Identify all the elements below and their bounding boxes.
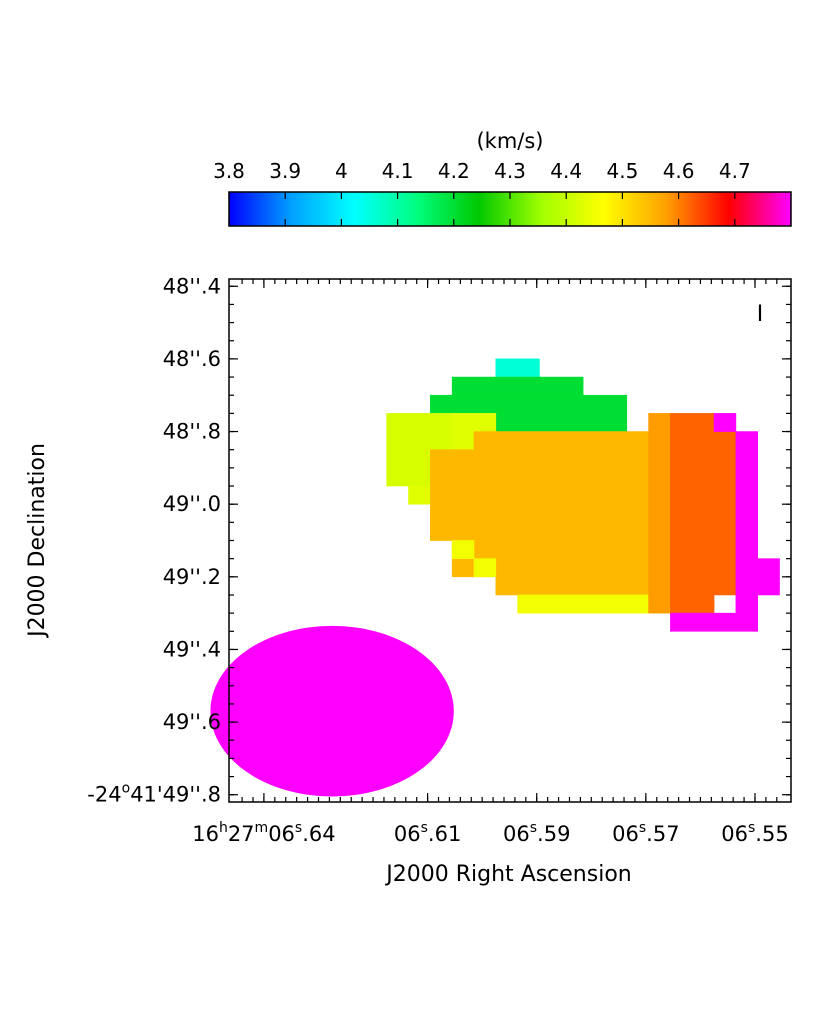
colorbar-tick-label: 3.9 [269,159,301,183]
colorbar-tick-label: 4.6 [663,159,695,183]
velocity-pixel [430,449,671,541]
colorbar-tick-label: 4 [335,159,348,183]
velocity-pixel [517,594,671,614]
velocity-pixel [713,413,737,432]
colorbar-tick-label: 4.3 [494,159,526,183]
velocity-pixel [473,431,649,451]
y-tick-label: 49''.2 [163,565,221,589]
velocity-pixel [735,558,780,596]
x-tick-label: 06s.55 [721,820,788,846]
y-tick-label: 48''.6 [163,347,221,371]
x-tick-label: 06s.61 [394,820,461,846]
velocity-pixel [735,594,759,614]
velocity-pixel [713,431,737,596]
colorbar-tick-label: 4.2 [438,159,470,183]
velocity-pixel [451,540,475,559]
y-tick-label: 49''.4 [163,637,221,661]
x-tick-label: 16h27m06s.64 [192,820,335,846]
y-tick-label: 49''.6 [163,710,221,734]
colorbar-tick-label: 4.5 [606,159,638,183]
y-tick-labels: 48''.4 48''.6 48''.8 49''.0 49''.2 49''.4 49''… [87,274,221,806]
x-tick-label: 06s.59 [503,820,570,846]
colorbar-tick-marks [228,192,736,226]
velocity-pixel [648,413,671,614]
y-tick-label: 48''.4 [163,274,221,298]
velocity-pixel [408,485,431,505]
velocity-pixel [495,576,671,596]
velocity-pixel [670,612,759,632]
colorbar-tick-label: 4.4 [550,159,582,183]
velocity-pixel [473,558,497,578]
colorbar-tick-labels: 3.8 3.9 4 4.1 4.2 4.3 4.4 4.5 4.6 4.7 [213,159,751,183]
colorbar-label: (km/s) [476,129,543,153]
colorbar: (km/s) 3.8 3.9 4 4.1 4.2 4.3 4.4 4.5 4.6 4.7 [213,129,792,227]
colorbar-tick-label: 4.1 [382,159,414,183]
velocity-pixel [735,431,759,559]
corner-label: I [757,302,764,327]
axis-tick-marks [229,279,791,802]
y-tick-label: 48''.8 [163,420,221,444]
colorbar-tick-label: 4.7 [719,159,751,183]
map-panel: 48''.4 48''.6 48''.8 49''.0 49''.2 49''.4 49''… [87,274,792,846]
x-tick-label: 06s.57 [612,820,679,846]
x-tick-labels: 16h27m06s.64 06s.61 06s.59 06s.57 06s.55 [192,820,788,846]
beam-ellipse [210,625,454,797]
velocity-pixels [386,358,780,632]
y-tick-label: -24o41'49''.8 [87,781,221,807]
colorbar-tick-label: 3.8 [213,159,245,183]
velocity-pixel [670,413,715,614]
x-axis-label: J2000 Right Ascension [384,862,631,887]
y-tick-label: 49''.0 [163,492,221,516]
velocity-pixel [386,413,431,487]
y-axis-label: J2000 Declination [25,443,50,639]
